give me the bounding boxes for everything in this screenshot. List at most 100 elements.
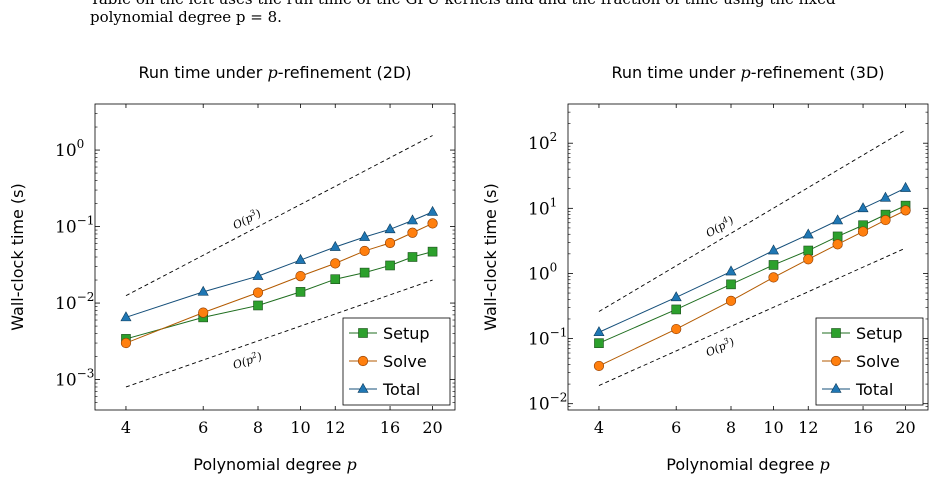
data-point <box>252 287 264 298</box>
data-point <box>120 337 132 349</box>
x-tick-label: 8 <box>253 418 263 437</box>
data-point <box>252 269 264 280</box>
x-tick-label: 6 <box>198 418 208 437</box>
legend-label: Total <box>382 380 420 399</box>
data-point <box>384 223 396 234</box>
data-point <box>329 240 341 251</box>
x-axis-label: Polynomial degree p <box>193 455 356 474</box>
data-point <box>830 382 842 393</box>
data-point <box>295 287 306 297</box>
data-point <box>330 258 341 269</box>
series-total <box>593 181 912 337</box>
data-point <box>593 326 605 337</box>
data-point <box>880 214 891 226</box>
data-point <box>253 300 263 311</box>
data-point <box>295 253 307 264</box>
data-point <box>593 360 605 372</box>
y-tick-label: 100 <box>55 137 84 161</box>
reference-line-label: O(p3) <box>230 206 263 232</box>
chart-title: Run time under p-refinement (3D) <box>611 63 884 82</box>
data-point <box>671 323 682 335</box>
series-solve <box>120 218 438 349</box>
x-tick-label: 6 <box>671 418 681 437</box>
data-point <box>359 245 370 257</box>
y-tick-label: 101 <box>528 195 557 219</box>
y-axis-label: Wall-clock time (s) <box>481 183 500 331</box>
x-tick-label: 16 <box>853 418 873 437</box>
data-point <box>357 355 369 367</box>
legend-label: Solve <box>383 352 427 371</box>
axis-frame <box>567 103 929 411</box>
x-tick-label: 10 <box>763 418 783 437</box>
y-axis-label: Wall-clock time (s) <box>8 183 27 331</box>
chart-title: Run time under p-refinement (2D) <box>138 63 411 82</box>
data-point <box>197 285 209 296</box>
caption-line-2: polynomial degree p = 8. <box>90 8 282 26</box>
data-point <box>832 239 843 250</box>
data-point <box>198 307 209 318</box>
data-point <box>295 271 306 282</box>
data-point <box>120 311 132 322</box>
reference-line-label: O(p2) <box>231 349 264 372</box>
data-point <box>357 382 369 393</box>
data-point <box>768 272 779 283</box>
data-point <box>900 181 912 192</box>
data-point <box>359 230 371 241</box>
y-tick-label: 10−2 <box>55 290 94 314</box>
data-point <box>359 267 370 278</box>
series-solve <box>593 205 911 372</box>
data-point <box>358 328 368 338</box>
y-tick-label: 102 <box>528 130 557 154</box>
y-tick-label: 10−3 <box>55 367 94 391</box>
data-point <box>406 214 419 225</box>
x-tick-label: 20 <box>422 418 442 437</box>
reference-line-label: O(p3) <box>704 334 737 359</box>
data-point <box>725 295 737 306</box>
x-tick-label: 10 <box>290 418 310 437</box>
chart-2: Run time under p-refinement (3D) 4 6 8 10 12 1… <box>481 63 929 474</box>
legend-label: Setup <box>856 324 903 343</box>
reference-line-label: O(p4) <box>703 213 736 240</box>
data-point <box>330 274 341 285</box>
data-point <box>427 218 438 229</box>
data-point <box>768 260 779 270</box>
y-tick-label: 10−1 <box>528 326 567 350</box>
y-tick-label: 10−1 <box>55 214 94 238</box>
data-point <box>385 260 395 271</box>
data-point <box>879 191 892 202</box>
caption: Table on the left uses the run time of t… <box>90 0 930 30</box>
reference-line <box>125 135 433 297</box>
series-total <box>120 205 439 322</box>
data-point <box>832 214 844 225</box>
legend: Setup Solve Total <box>342 317 451 406</box>
x-tick-label: 20 <box>895 418 915 437</box>
data-point <box>671 304 682 315</box>
y-tick-label: 100 <box>528 260 557 284</box>
data-point <box>407 227 418 238</box>
x-tick-label: 16 <box>380 418 400 437</box>
legend: Setup Solve Total <box>815 317 924 406</box>
data-point <box>670 291 682 302</box>
caption-line-1: Table on the left uses the run time of t… <box>90 0 836 8</box>
reference-line <box>598 129 906 312</box>
data-point <box>726 279 736 290</box>
legend-label: Total <box>855 380 893 399</box>
data-point <box>427 205 439 216</box>
x-axis-label: Polynomial degree p <box>666 455 829 474</box>
data-point <box>725 265 737 276</box>
reference-line <box>125 279 433 388</box>
data-point <box>831 328 841 338</box>
x-tick-label: 12 <box>798 418 818 437</box>
data-point <box>802 228 814 239</box>
x-tick-label: 4 <box>594 418 604 437</box>
data-point <box>594 338 604 348</box>
data-point <box>407 252 418 262</box>
chart-1: Run time under p-refinement (2D) 4 6 8 10 12 1… <box>8 63 456 474</box>
data-point <box>857 226 869 237</box>
legend-label: Setup <box>383 324 430 343</box>
legend-label: Solve <box>856 352 900 371</box>
x-tick-label: 8 <box>726 418 736 437</box>
data-point <box>803 245 814 256</box>
x-tick-label: 12 <box>325 418 345 437</box>
y-tick-label: 10−2 <box>528 391 567 415</box>
